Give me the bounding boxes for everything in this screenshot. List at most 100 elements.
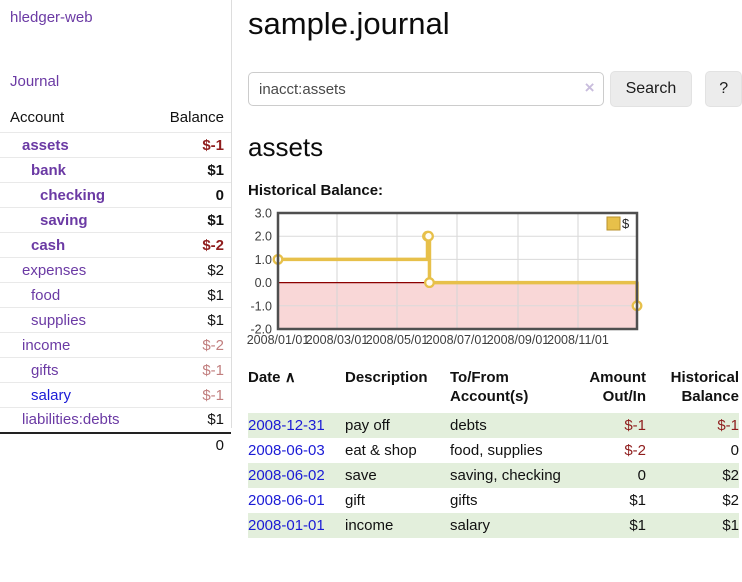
- account-cell: cash: [0, 232, 145, 258]
- account-row: salary $-1: [0, 382, 231, 408]
- transaction-accounts: salary: [450, 517, 491, 534]
- search-input-wrapper: ×: [248, 72, 604, 106]
- y-axis-tick-label: 2.0: [255, 230, 272, 244]
- account-link[interactable]: food: [31, 286, 61, 304]
- transaction-date-cell: 2008-06-01: [248, 488, 345, 513]
- page-title: sample.journal: [248, 6, 450, 41]
- balance-column-header: Historical Balance: [670, 369, 739, 405]
- search-input[interactable]: [248, 72, 604, 106]
- transaction-balance: $-1: [717, 417, 739, 434]
- legend-label: $: [622, 216, 630, 231]
- transaction-balance: $2: [722, 467, 739, 484]
- account-cell: bank: [0, 157, 145, 183]
- account-link[interactable]: liabilities:debts: [22, 411, 120, 429]
- spacer: [0, 431, 145, 458]
- account-link[interactable]: gifts: [31, 361, 59, 379]
- y-axis-tick-label: 0.0: [255, 276, 272, 290]
- date-column-header[interactable]: Date ∧: [248, 366, 345, 413]
- account-row: income $-2: [0, 332, 231, 358]
- help-button[interactable]: ?: [705, 71, 742, 107]
- date-link[interactable]: 2008-12-31: [248, 417, 325, 434]
- account-link[interactable]: bank: [31, 161, 67, 179]
- account-balance: $2: [144, 257, 231, 283]
- account-cell: supplies: [0, 307, 145, 333]
- transaction-accounts: debts: [450, 417, 487, 434]
- account-cell: liabilities:debts: [0, 407, 145, 433]
- account-row: cash $-2: [0, 232, 231, 258]
- account-row: bank $1: [0, 157, 231, 183]
- account-row: supplies $1: [0, 307, 231, 333]
- transaction-amount: $1: [629, 492, 646, 509]
- account-balance: $-1: [144, 382, 231, 408]
- transaction-description: gift: [345, 492, 366, 509]
- transaction-date-cell: 2008-06-02: [248, 463, 345, 488]
- x-axis-tick-label: 2008/11/01: [547, 333, 609, 347]
- transaction-row: 2008-06-03 eat & shop food, supplies $-2 0: [248, 438, 739, 463]
- clear-search-icon[interactable]: ×: [584, 78, 595, 97]
- account-balance: $-1: [144, 357, 231, 383]
- account-link[interactable]: income: [22, 336, 71, 354]
- y-axis-tick-label: -2.0: [250, 323, 272, 337]
- account-cell: assets: [0, 132, 145, 158]
- account-cell: gifts: [0, 357, 145, 383]
- account-row: saving $1: [0, 207, 231, 233]
- account-cell: checking: [0, 182, 145, 208]
- account-balance: 0: [144, 182, 231, 208]
- x-axis-tick-label: 2008/01/01: [247, 333, 310, 347]
- transaction-description: pay off: [345, 417, 390, 434]
- search-form: × Search ?: [248, 71, 742, 107]
- account-row: gifts $-1: [0, 357, 231, 383]
- y-axis-tick-label: 1.0: [255, 253, 272, 267]
- transaction-balance: 0: [730, 442, 739, 459]
- account-link[interactable]: assets: [22, 136, 69, 154]
- date-link[interactable]: 2008-06-03: [248, 442, 325, 459]
- account-link[interactable]: cash: [31, 236, 66, 254]
- legend-swatch: [606, 216, 621, 231]
- date-link[interactable]: 2008-06-02: [248, 467, 325, 484]
- accounts-total-balance: 0: [144, 431, 231, 458]
- description-column-header: Description: [345, 369, 428, 386]
- account-row: checking 0: [0, 182, 231, 208]
- account-link[interactable]: salary: [31, 386, 72, 404]
- account-link[interactable]: expenses: [22, 261, 87, 279]
- account-column-header: Account: [10, 109, 65, 126]
- date-link[interactable]: 2008-06-01: [248, 492, 325, 509]
- account-balance: $-1: [144, 132, 231, 158]
- transaction-balance: $1: [722, 517, 739, 534]
- transaction-amount: $-2: [624, 442, 646, 459]
- account-link[interactable]: saving: [40, 211, 88, 229]
- search-button[interactable]: Search: [609, 71, 693, 107]
- x-axis-tick-label: 2008/09/01: [487, 333, 550, 347]
- transaction-balance: $2: [722, 492, 739, 509]
- account-row: food $1: [0, 282, 231, 308]
- account-balance: $-2: [144, 332, 231, 358]
- transaction-amount: 0: [637, 467, 646, 484]
- account-link[interactable]: checking: [40, 186, 106, 204]
- balance-chart-svg: 3.0 2.0 1.0 0.0 -1.0 -2.02008/01/012008/03/01…: [247, 207, 643, 347]
- accounts-total-row: 0: [0, 431, 231, 458]
- sidebar-item-journal[interactable]: Journal: [10, 73, 60, 90]
- balance-column-header: Balance: [169, 109, 224, 126]
- account-balance: $1: [144, 407, 231, 433]
- amount-column-header: Amount Out/In: [589, 369, 646, 405]
- account-cell: food: [0, 282, 145, 308]
- date-link[interactable]: 2008-01-01: [248, 517, 325, 534]
- transaction-date-cell: 2008-06-03: [248, 438, 345, 463]
- account-link[interactable]: supplies: [31, 311, 87, 329]
- account-balance: $1: [144, 157, 231, 183]
- transaction-description: income: [345, 517, 394, 534]
- account-balance: $1: [144, 307, 231, 333]
- app-brand-link[interactable]: hledger-web: [10, 9, 93, 26]
- historical-balance-chart: 3.0 2.0 1.0 0.0 -1.0 -2.0 2008/01/01 2008/03/01…: [242, 207, 644, 354]
- account-balance: $1: [144, 207, 231, 233]
- main-content: sample.journal × Search ? assets Histori…: [247, 0, 742, 538]
- account-cell: salary: [0, 382, 145, 408]
- chart-border: [276, 211, 639, 331]
- chart-label: Historical Balance:: [248, 182, 384, 199]
- transaction-row: 2008-06-01 gift gifts $1 $2: [248, 488, 739, 513]
- data-point-marker: [423, 230, 434, 242]
- accounts-table-header: Account Balance: [0, 105, 231, 133]
- x-axis-tick-label: 2008/05/01: [366, 333, 429, 347]
- transaction-row: 2008-06-02 save saving, checking 0 $2: [248, 463, 739, 488]
- transaction-amount: $-1: [624, 417, 646, 434]
